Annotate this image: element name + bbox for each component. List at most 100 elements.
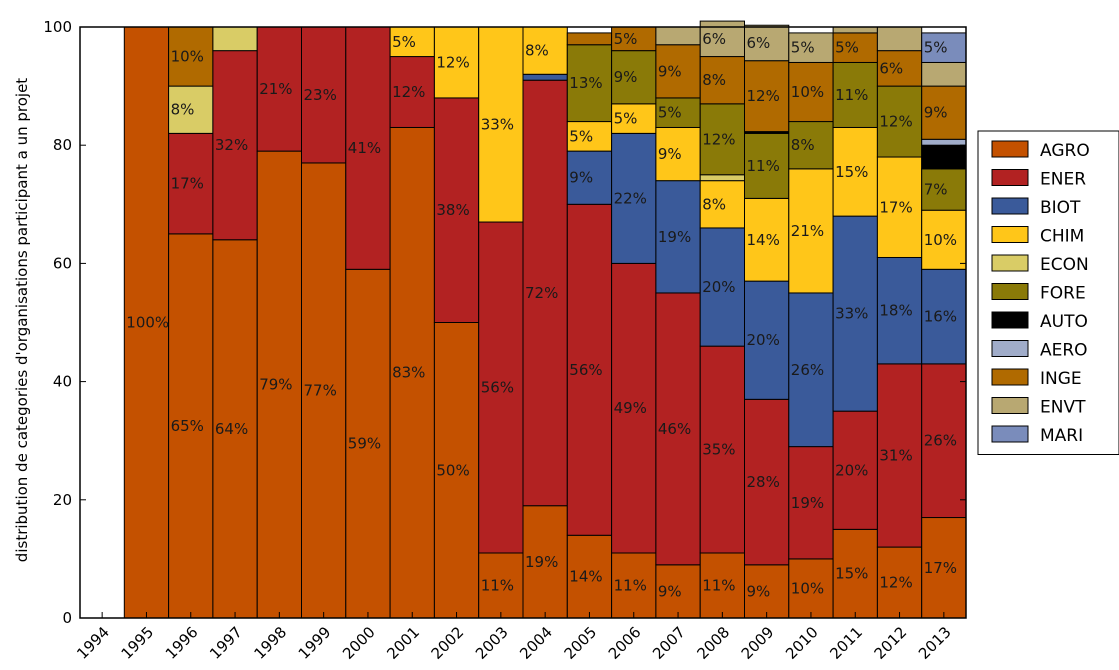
y-tick-label: 80 xyxy=(53,136,72,154)
data-label-agro-1995: 100% xyxy=(126,314,169,332)
data-label-ener-1997: 32% xyxy=(215,136,248,154)
data-label-chim-2010: 21% xyxy=(791,222,824,240)
legend-label-envt: ENVT xyxy=(1040,398,1086,418)
bar-segment-chim-2013 xyxy=(921,209,967,270)
bar-segment-agro-1998 xyxy=(256,150,303,619)
bar-segment-chim-2003 xyxy=(478,26,524,223)
bar-segment-ener-1998 xyxy=(256,26,303,152)
data-label-inge-2007: 9% xyxy=(658,62,682,80)
y-tick-label: 100 xyxy=(43,18,72,36)
bar-segment-biot-2010 xyxy=(788,292,834,448)
data-label-fore-2013: 7% xyxy=(924,181,948,199)
bar-segment-ener-2008 xyxy=(699,345,746,554)
x-tick-label: 2008 xyxy=(693,623,733,663)
x-tick-label: 2005 xyxy=(561,623,601,663)
bar-segment-fore-2010 xyxy=(788,121,834,170)
data-label-agro-2009: 9% xyxy=(747,582,771,600)
data-label-agro-2000: 59% xyxy=(348,435,381,453)
bar-segment-agro-2004 xyxy=(522,505,568,619)
x-tick-label: 1995 xyxy=(118,623,158,663)
data-label-ener-2004: 72% xyxy=(525,284,558,302)
legend-swatch-mari xyxy=(991,425,1029,443)
bar-segment-fore-2009 xyxy=(744,132,790,199)
data-label-chim-2003: 33% xyxy=(481,116,514,134)
legend-label-econ: ECON xyxy=(1040,255,1089,275)
data-label-chim-2009: 14% xyxy=(747,231,780,249)
x-tick-label: 1996 xyxy=(162,623,202,663)
data-label-fore-2007: 5% xyxy=(658,104,682,122)
y-axis: 0 20 40 60 80 100 xyxy=(43,18,966,627)
bar-segment-agro-1996 xyxy=(168,233,214,619)
x-tick-label: 1997 xyxy=(206,623,246,663)
y-tick-label: 0 xyxy=(62,609,72,627)
data-label-agro-2007: 9% xyxy=(658,582,682,600)
data-label-biot-2005: 9% xyxy=(569,169,593,187)
x-tick-label: 2004 xyxy=(516,623,556,663)
legend: AGRO ENER BIOT CHIM ECON FORE AUTO AERO INGE ENVT… xyxy=(977,130,1119,455)
data-label-inge-2006: 5% xyxy=(614,30,638,48)
data-label-agro-2013: 17% xyxy=(924,559,957,577)
bar-segment-agro-2010 xyxy=(788,558,834,619)
legend-label-agro: AGRO xyxy=(1040,141,1090,161)
data-label-ener-1996: 17% xyxy=(171,175,204,193)
data-label-ener-2008: 35% xyxy=(702,441,735,459)
x-tick-label: 2002 xyxy=(428,623,468,663)
data-label-ener-2003: 56% xyxy=(481,379,514,397)
data-label-ener-2011: 20% xyxy=(835,461,868,479)
data-label-mari-2013: 5% xyxy=(924,39,948,57)
bar-segment-ener-2005 xyxy=(566,203,613,536)
data-label-inge-2012: 6% xyxy=(879,59,903,77)
bar-segment-agro-2011 xyxy=(832,528,878,619)
legend-label-fore: FORE xyxy=(1040,284,1086,304)
data-label-inge-2010: 10% xyxy=(791,83,824,101)
bar-segment-biot-2013 xyxy=(921,268,967,365)
data-label-econ-1996: 8% xyxy=(171,101,195,119)
legend-swatch-auto xyxy=(991,311,1029,329)
data-label-ener-2007: 46% xyxy=(658,420,691,438)
data-label-chim-2012: 17% xyxy=(879,198,912,216)
data-label-inge-2008: 8% xyxy=(702,71,726,89)
x-tick-label: 2009 xyxy=(738,623,778,663)
bar-segment-econ-2008 xyxy=(699,174,746,182)
bar-segment-chim-2002 xyxy=(433,26,480,99)
data-label-ener-2006: 49% xyxy=(614,399,647,417)
bar-segment-agro-2001 xyxy=(389,126,435,619)
bar-segment-ener-2010 xyxy=(788,446,834,560)
data-label-envt-2008: 6% xyxy=(702,30,726,48)
legend-swatch-fore xyxy=(991,283,1029,300)
bar-segment-chim-2008 xyxy=(699,180,746,229)
data-label-biot-2009: 20% xyxy=(747,331,780,349)
bar-segment-ener-2012 xyxy=(876,363,923,548)
data-label-chim-2007: 9% xyxy=(658,145,682,163)
bar-segment-ener-2006 xyxy=(611,262,657,554)
bar-segment-agro-2000 xyxy=(345,268,391,619)
x-tick-label: 2003 xyxy=(472,623,512,663)
bar-segment-ener-1997 xyxy=(212,50,258,241)
data-label-agro-2005: 14% xyxy=(569,568,602,586)
bar-segment-envt-2011 xyxy=(832,26,878,34)
data-label-ener-2009: 28% xyxy=(747,473,780,491)
data-label-agro-1998: 79% xyxy=(259,376,292,394)
legend-swatch-chim xyxy=(991,226,1029,243)
data-label-ener-1999: 23% xyxy=(304,86,337,104)
x-tick-label: 2006 xyxy=(605,623,645,663)
bar-segment-auto-2013 xyxy=(921,144,967,170)
data-label-ener-2001: 12% xyxy=(392,83,425,101)
data-label-ener-2012: 31% xyxy=(879,446,912,464)
data-label-chim-2005: 5% xyxy=(569,127,593,145)
bar-segment-biot-2012 xyxy=(876,256,923,365)
legend-swatch-biot xyxy=(991,197,1029,215)
data-label-biot-2013: 16% xyxy=(924,308,957,326)
bar-segment-biot-2004 xyxy=(522,73,568,81)
bar-segment-fore-2008 xyxy=(699,103,746,176)
data-label-biot-2010: 26% xyxy=(791,361,824,379)
bar-segment-fore-2012 xyxy=(876,85,923,158)
data-label-fore-2009: 11% xyxy=(747,157,780,175)
bar-segment-ener-2001 xyxy=(389,56,435,128)
bar-segment-ener-2002 xyxy=(433,97,480,323)
x-tick-label: 2010 xyxy=(782,623,822,663)
bar-segment-chim-2011 xyxy=(832,126,878,217)
legend-label-inge: INGE xyxy=(1040,369,1082,389)
bar-segment-chim-2001 xyxy=(389,26,435,58)
data-label-biot-2012: 18% xyxy=(879,302,912,320)
